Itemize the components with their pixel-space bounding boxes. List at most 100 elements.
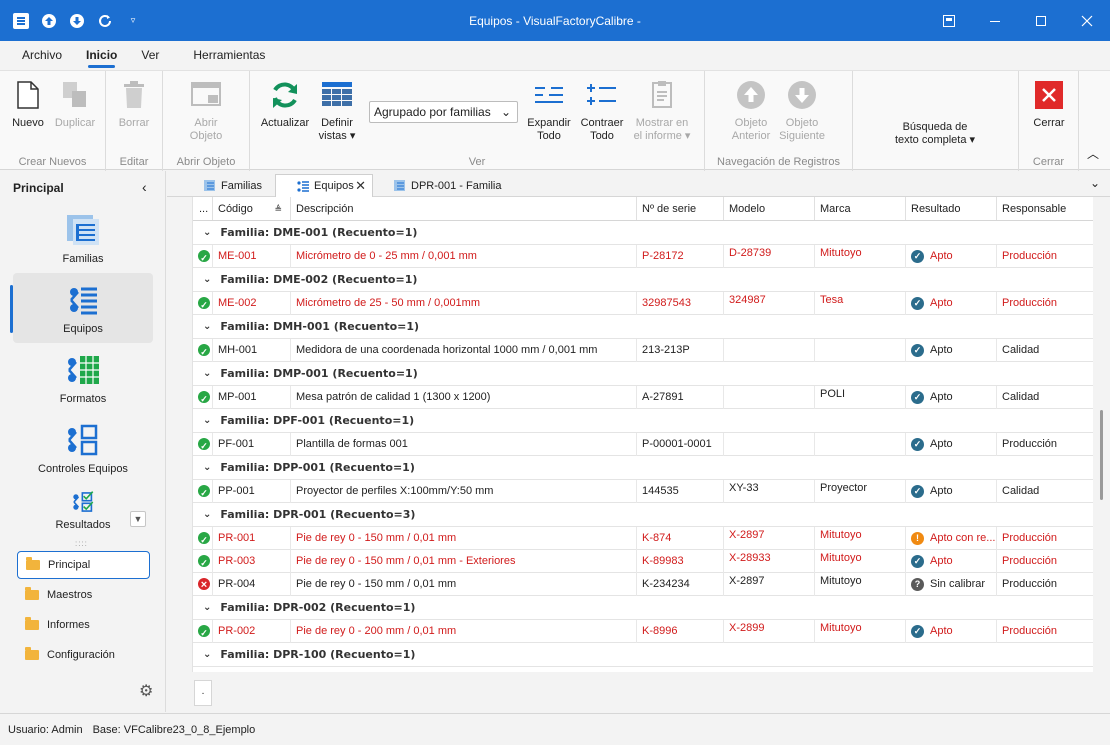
more-items-icon[interactable]: ▼ [130,511,146,527]
objeto-siguiente-button[interactable]: Objeto Siguiente [779,79,825,143]
splitter-grip[interactable]: :::: [75,539,88,548]
col-descripcion[interactable]: Descripción [291,197,637,220]
col-resultado[interactable]: Resultado [906,197,997,220]
tab-equipos[interactable]: Equipos ✕ [275,174,373,197]
group-row[interactable]: ⌄ Familia: DMP-001 (Recuento=1) [193,362,1093,386]
refresh-icon[interactable] [96,12,114,30]
expand-group-icon[interactable]: ⌄ [203,321,212,332]
check-circle-icon: ✓ [911,249,924,263]
menu-ver[interactable]: Ver [141,48,160,62]
expand-group-icon[interactable]: ⌄ [203,368,212,379]
group-row[interactable]: ⌄ Familia: DPR-001 (Recuento=3) [193,503,1093,527]
quick-up-icon[interactable] [40,12,58,30]
col-responsable[interactable]: Responsable [1002,203,1067,215]
tab-dpr-001[interactable]: DPR-001 - Familia [373,174,513,197]
abrir-objeto-button[interactable]: Abrir Objeto [183,79,229,143]
actualizar-button[interactable]: Actualizar [260,79,310,130]
sidebar-item-formatos[interactable]: Formatos [13,343,153,413]
col-serie[interactable]: Nº de serie [637,197,724,220]
menu-archivo[interactable]: Archivo [22,48,63,62]
gear-icon[interactable]: ⚙ [139,683,154,700]
col-codigo[interactable]: Código ≜ [213,197,291,220]
col-options[interactable]: ... [193,197,213,220]
descripcion-cell: Pie de rey 0 - 150 mm / 0,01 mm - Exteri… [291,549,637,573]
expand-group-icon[interactable]: ⌄ [203,649,212,660]
borrar-button[interactable]: Borrar [116,79,152,130]
grouping-select[interactable]: Agrupado por familias ⌄ [369,101,518,123]
quick-down-icon[interactable] [68,12,86,30]
responsable-cell: Calidad [1002,390,1040,403]
check-circle-icon: ✓ [911,390,924,404]
group-row[interactable]: ⌄ Familia: DMH-001 (Recuento=1) [193,315,1093,339]
close-window-button[interactable] [1064,0,1110,41]
group-row[interactable]: ⌄ Familia: DPR-100 (Recuento=1) [193,643,1093,667]
sidebar-item-familias[interactable]: Familias [13,203,153,273]
cerrar-button[interactable]: Cerrar [1029,79,1069,130]
menu-inicio[interactable]: Inicio [74,41,129,70]
sidebar-item-equipos[interactable]: Equipos [10,273,153,343]
scrollbar-thumb[interactable] [1100,410,1103,500]
minimize-button[interactable] [972,0,1018,41]
group-row[interactable]: ⌄ Familia: DME-001 (Recuento=1) [193,221,1093,245]
expand-group-icon[interactable]: ⌄ [203,602,212,613]
nav-principal[interactable]: Principal [17,551,150,579]
group-label-editar: Editar [119,156,149,168]
collapse-sidebar-icon[interactable]: ‹ [142,179,147,195]
arrow-down-icon [786,79,818,111]
marca-cell [815,432,906,456]
status-ok-icon [198,341,210,362]
busqueda-texto-button[interactable]: Búsqueda de texto completa ▾ [894,121,976,146]
group-row[interactable]: ⌄ Familia: DPF-001 (Recuento=1) [193,409,1093,433]
expand-group-icon[interactable]: ⌄ [203,227,212,238]
group-row[interactable]: ⌄ Familia: DME-002 (Recuento=1) [193,268,1093,292]
objeto-anterior-button[interactable]: Objeto Anterior [729,79,773,143]
vertical-scrollbar[interactable] [1095,197,1110,672]
sidebar-item-resultados[interactable]: Resultados [13,483,153,539]
definir-vistas-button[interactable]: Definir vistas ▾ [316,79,358,143]
status-base: Base: VFCalibre23_0_8_Ejemplo [92,723,256,736]
tab-familias[interactable]: Familias [183,174,275,197]
expand-group-icon[interactable]: ⌄ [203,274,212,285]
maximize-button[interactable] [1018,0,1064,41]
collapse-ribbon-icon[interactable]: ︿ [1087,147,1100,161]
marca-cell: POLI [815,385,906,409]
nav-informes[interactable]: Informes [17,611,150,639]
status-cell [193,244,213,268]
group-editar: Borrar Editar [106,71,163,171]
group-title: Familia: DPR-100 (Recuento=1) [220,648,416,661]
contraer-todo-button[interactable]: Contraer Todo [579,79,625,143]
sidebar-item-controles-equipos[interactable]: Controles Equipos [13,413,153,483]
tabs-dropdown-icon[interactable]: ⌄ [1089,176,1100,190]
nav-maestros[interactable]: Maestros [17,581,150,609]
resultado-cell: ! Apto con re... [906,526,997,550]
codigo-cell: MH-001 [213,338,291,362]
modelo-cell: D-28739 [724,244,815,268]
col-modelo[interactable]: Modelo [724,197,815,220]
group-row[interactable]: ⌄ Familia: DPR-002 (Recuento=1) [193,596,1093,620]
menu-herramientas[interactable]: Herramientas [193,48,266,62]
layout-icon[interactable] [926,0,972,41]
nuevo-button[interactable]: Nuevo [10,79,46,130]
group-row[interactable]: ⌄ Familia: DPP-001 (Recuento=1) [193,456,1093,480]
customize-toolbar-icon[interactable]: ▿ [130,15,136,25]
expand-group-icon[interactable]: ⌄ [203,415,212,426]
footer-button[interactable]: . [194,680,212,706]
expand-group-icon[interactable]: ⌄ [203,509,212,520]
expand-group-icon[interactable]: ⌄ [203,462,212,473]
expandir-todo-button[interactable]: Expandir Todo [526,79,572,143]
col-marca[interactable]: Marca [815,197,906,220]
mostrar-informe-button[interactable]: Mostrar en el informe ▾ [632,79,692,143]
close-tab-icon[interactable]: ✕ [355,178,366,193]
duplicar-button[interactable]: Duplicar [53,79,97,130]
nav-configuracion[interactable]: Configuración [17,641,150,669]
